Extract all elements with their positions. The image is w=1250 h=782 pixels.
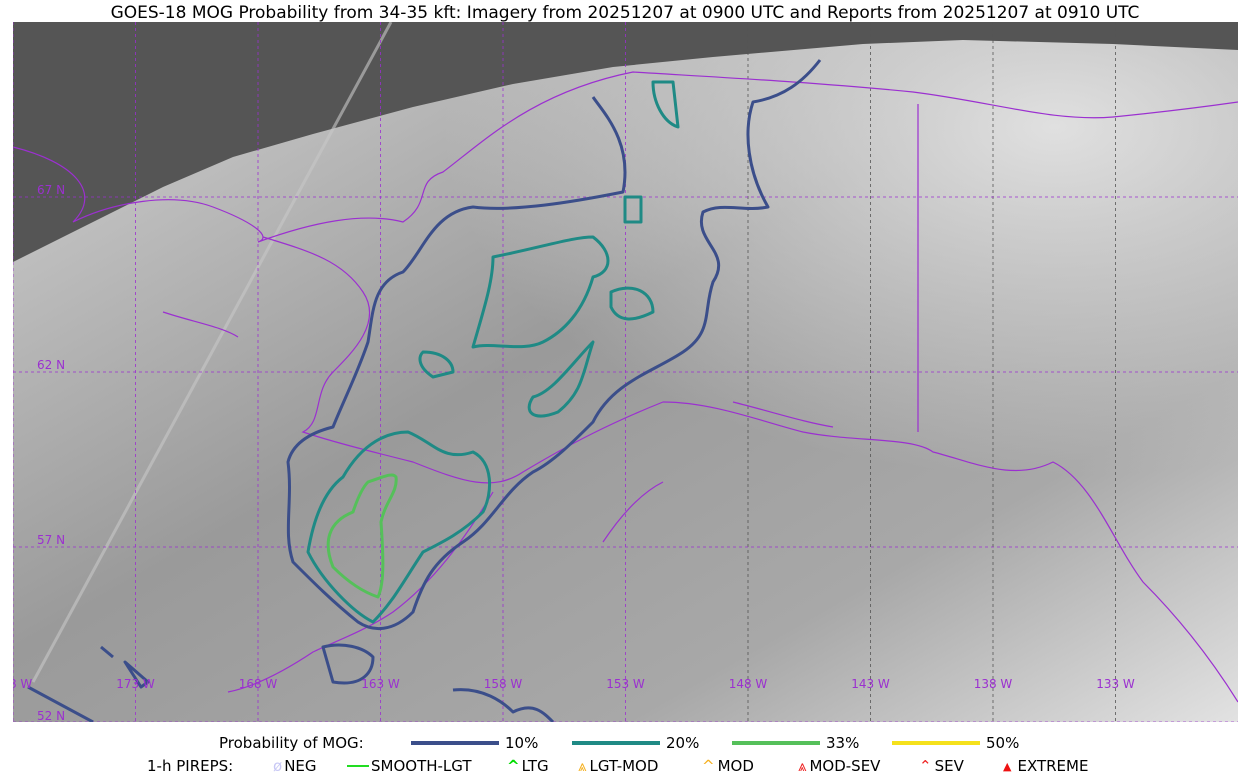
longitude-label: 148 W [729, 677, 768, 691]
legend-item-10: 10% [411, 734, 538, 752]
longitude-labels: 178 W 173 W 168 W 163 W 158 W 153 W 148 W 143 W… [13, 677, 1135, 691]
contour-10pct [286, 59, 822, 631]
figure-title: GOES-18 MOG Probability from 34-35 kft: … [110, 3, 1140, 23]
line-icon [411, 741, 499, 745]
longitude-label: 178 W [13, 677, 32, 691]
caret-bar-icon: ⩓ [578, 757, 587, 775]
satellite-streak [31, 22, 393, 683]
latitude-label: 52 N [37, 709, 65, 722]
legend-item-50: 50% [892, 734, 1019, 752]
contour-33pct [326, 473, 398, 599]
caret-icon: ^ [507, 757, 520, 775]
latitude-label: 67 N [37, 183, 65, 197]
pireps-legend-label: 1-h PIREPS: [147, 757, 234, 775]
pirep-sev: ⌃ SEV [919, 757, 964, 775]
pirep-mod: ^ MOD [702, 757, 754, 775]
line-icon [892, 741, 980, 745]
legend-item-20: 20% [572, 734, 699, 752]
satellite-map: 67 N 62 N 57 N 52 N 178 W 173 W 168 W 163 W 158… [13, 22, 1238, 722]
longitude-label: 158 W [484, 677, 523, 691]
pirep-mod-sev: ⩓ MOD-SEV [798, 757, 881, 775]
pirep-smooth-lgt: SMOOTH-LGT [347, 757, 472, 775]
longitude-label: 168 W [239, 677, 278, 691]
double-caret-bar-icon: ⩓ [798, 757, 807, 775]
contour-20pct [306, 80, 680, 624]
longitude-label: 163 W [361, 677, 400, 691]
caret-icon: ^ [702, 757, 715, 775]
latitude-labels: 67 N 62 N 57 N 52 N [37, 183, 65, 722]
longitude-label: 153 W [606, 677, 645, 691]
latitude-label: 57 N [37, 533, 65, 547]
pirep-neg: ø NEG [273, 757, 317, 775]
probability-legend-label: Probability of MOG: [219, 734, 364, 752]
line-icon [572, 741, 660, 745]
pirep-lgt-mod: ⩓ LGT-MOD [578, 757, 659, 775]
pirep-extreme: ▲ EXTREME [1003, 757, 1089, 775]
space-region [13, 22, 1238, 262]
filled-triangle-icon: ▲ [1003, 759, 1012, 773]
latitude-label: 62 N [37, 358, 65, 372]
line-icon [347, 765, 369, 767]
neg-icon: ø [273, 757, 283, 775]
longitude-label: 143 W [851, 677, 890, 691]
legend-item-33: 33% [732, 734, 859, 752]
longitude-label: 133 W [1096, 677, 1135, 691]
double-caret-icon: ⌃ [919, 757, 932, 775]
longitude-label: 173 W [116, 677, 155, 691]
line-icon [732, 741, 820, 745]
pirep-ltg: ^ LTG [507, 757, 549, 775]
longitude-label: 138 W [974, 677, 1013, 691]
